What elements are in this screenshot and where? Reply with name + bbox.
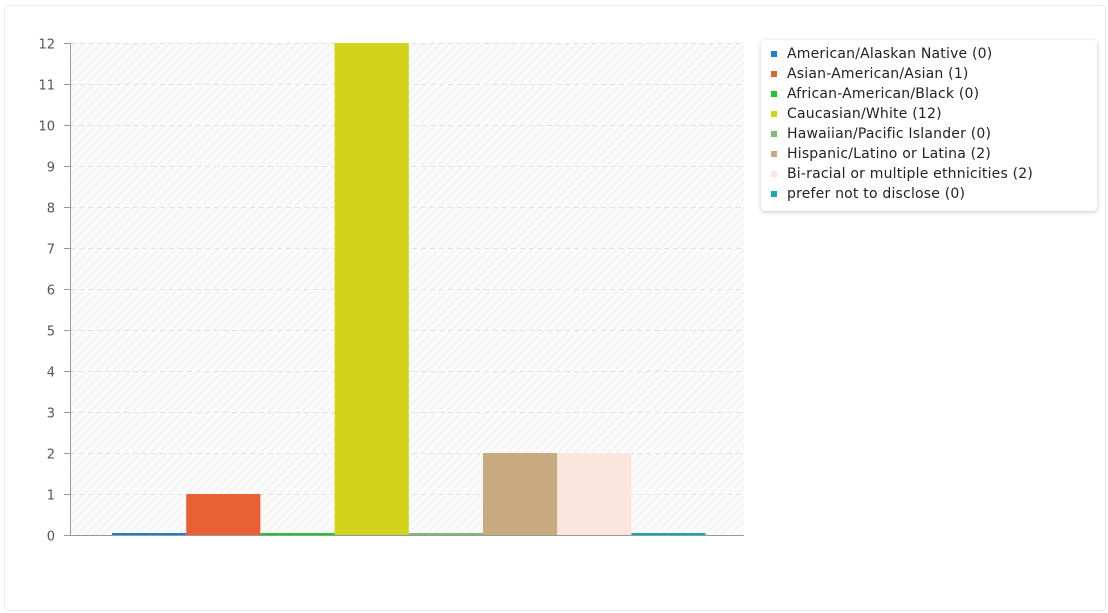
bar[interactable] — [631, 533, 706, 535]
y-tick-label: 8 — [47, 202, 55, 217]
y-tick-label: 10 — [38, 120, 55, 135]
y-tick-label: 11 — [38, 79, 55, 94]
bar[interactable] — [186, 494, 261, 535]
legend-item[interactable]: prefer not to disclose (0) — [771, 185, 1091, 205]
legend-item[interactable]: Hawaiian/Pacific Islander (0) — [771, 125, 1091, 145]
legend-swatch — [771, 71, 777, 77]
legend-label: Hispanic/Latino or Latina (2) — [787, 146, 992, 162]
legend-item[interactable]: Caucasian/White (12) — [771, 105, 1091, 125]
y-tick-label: 1 — [47, 489, 55, 504]
legend-swatch — [771, 131, 777, 137]
legend-item[interactable]: American/Alaskan Native (0) — [771, 45, 1091, 65]
bar[interactable] — [260, 533, 335, 535]
legend-label: Hawaiian/Pacific Islander (0) — [787, 126, 992, 142]
y-tick-label: 0 — [47, 530, 55, 545]
legend-item[interactable]: Bi-racial or multiple ethnicities (2) — [771, 165, 1091, 185]
bar[interactable] — [557, 453, 632, 535]
legend-swatch — [771, 51, 777, 57]
legend-swatch — [771, 171, 777, 177]
legend-swatch — [771, 151, 777, 157]
bar[interactable] — [483, 453, 558, 535]
y-tick-label: 9 — [47, 161, 55, 176]
y-tick-label: 6 — [47, 284, 55, 299]
bar[interactable] — [408, 533, 483, 535]
legend-item[interactable]: Asian-American/Asian (1) — [771, 65, 1091, 85]
chart-legend: American/Alaskan Native (0) Asian-America… — [761, 40, 1097, 211]
y-tick-label: 7 — [47, 243, 55, 258]
legend-label: Caucasian/White (12) — [787, 106, 942, 122]
y-tick-label: 5 — [47, 325, 55, 340]
legend-item[interactable]: Hispanic/Latino or Latina (2) — [771, 145, 1091, 165]
bar[interactable] — [112, 533, 187, 535]
legend-label: Asian-American/Asian (1) — [787, 66, 969, 82]
legend-label: American/Alaskan Native (0) — [787, 46, 993, 62]
y-tick-label: 2 — [47, 448, 55, 463]
legend-swatch — [771, 91, 777, 97]
bars — [112, 43, 706, 535]
legend-swatch — [771, 191, 777, 197]
legend-label: prefer not to disclose (0) — [787, 186, 966, 202]
axes — [64, 43, 744, 536]
y-tick-label: 12 — [38, 38, 55, 53]
bar[interactable] — [334, 43, 409, 535]
legend-label: Bi-racial or multiple ethnicities (2) — [787, 166, 1034, 182]
legend-swatch — [771, 111, 777, 117]
y-tick-label: 3 — [47, 407, 55, 422]
legend-item[interactable]: African-American/Black (0) — [771, 85, 1091, 105]
y-tick-label: 4 — [47, 366, 55, 381]
legend-label: African-American/Black (0) — [787, 86, 980, 102]
